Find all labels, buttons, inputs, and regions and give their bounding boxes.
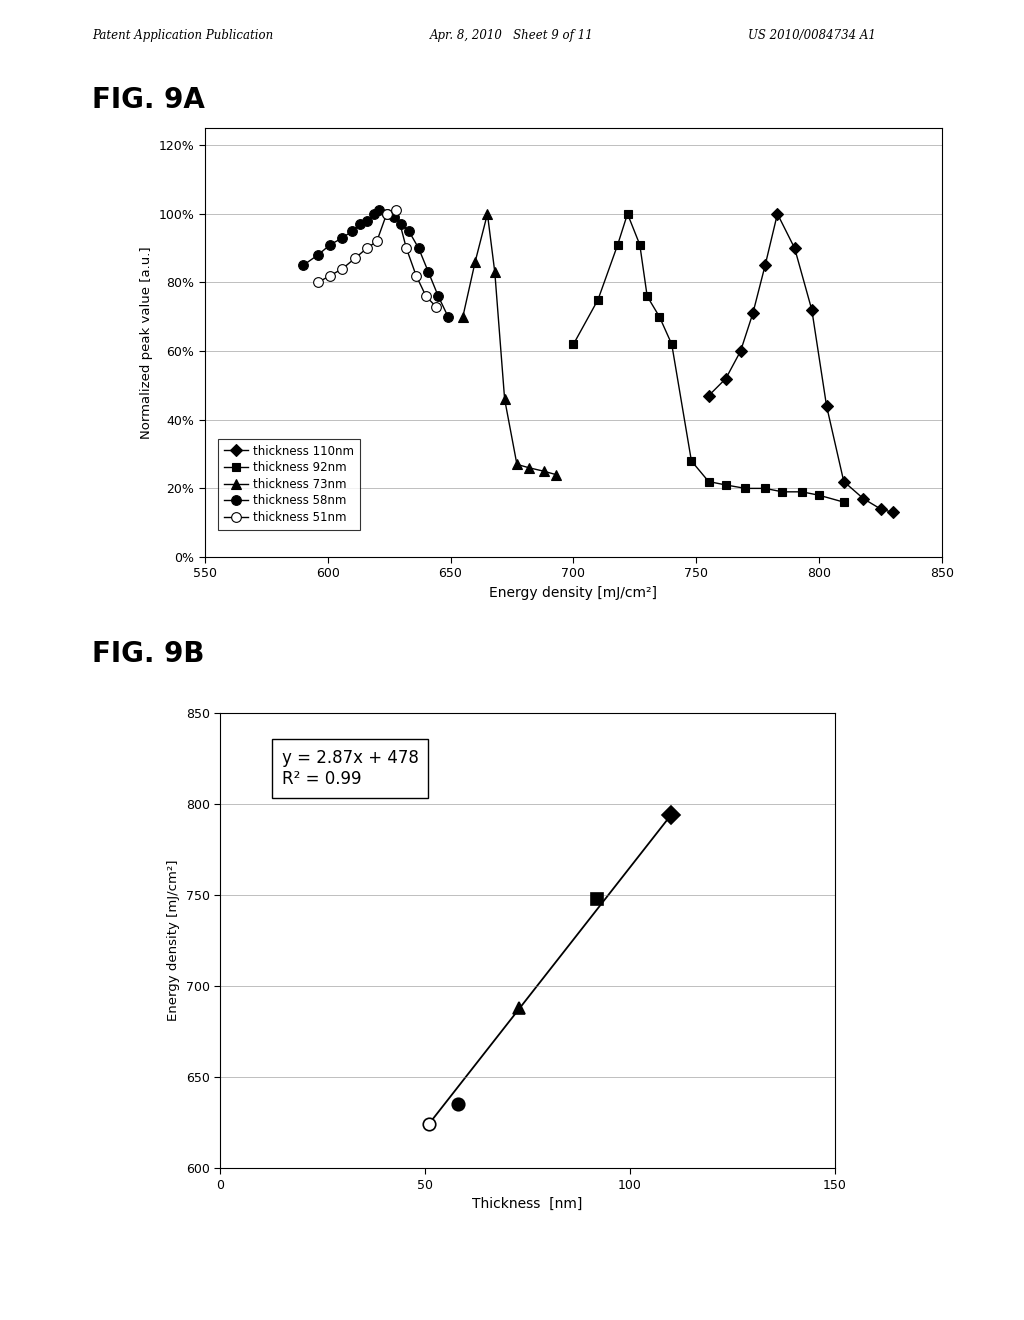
thickness 58nm	[353, 216, 366, 232]
thickness 92nm	[666, 337, 678, 352]
thickness 58nm	[442, 309, 455, 325]
thickness 92nm	[720, 477, 732, 492]
thickness 51nm	[430, 298, 442, 314]
thickness 73nm	[481, 206, 494, 222]
thickness 92nm	[567, 337, 580, 352]
thickness 58nm	[360, 213, 373, 228]
thickness 110nm	[734, 343, 746, 359]
thickness 92nm	[611, 236, 624, 252]
thickness 92nm	[592, 292, 604, 308]
thickness 51nm	[410, 268, 422, 284]
thickness 110nm	[788, 240, 801, 256]
thickness 58nm	[311, 247, 324, 263]
thickness 51nm	[371, 234, 383, 249]
thickness 92nm	[634, 236, 646, 252]
thickness 110nm	[771, 206, 783, 222]
thickness 110nm	[702, 388, 715, 404]
Line: thickness 58nm: thickness 58nm	[298, 206, 453, 322]
Text: FIG. 9A: FIG. 9A	[92, 86, 205, 114]
thickness 58nm	[432, 288, 444, 304]
Line: thickness 110nm: thickness 110nm	[705, 210, 897, 516]
thickness 51nm	[360, 240, 373, 256]
thickness 51nm	[324, 268, 336, 284]
thickness 110nm	[746, 305, 759, 321]
thickness 110nm	[759, 257, 771, 273]
thickness 51nm	[311, 275, 324, 290]
Text: Patent Application Publication: Patent Application Publication	[92, 29, 273, 42]
X-axis label: Thickness  [nm]: Thickness [nm]	[472, 1197, 583, 1212]
Legend: thickness 110nm, thickness 92nm, thickness 73nm, thickness 58nm, thickness 51nm: thickness 110nm, thickness 92nm, thickne…	[218, 438, 360, 529]
thickness 110nm	[874, 502, 887, 517]
thickness 51nm	[348, 251, 360, 267]
thickness 58nm	[395, 216, 408, 232]
Line: thickness 73nm: thickness 73nm	[458, 209, 561, 479]
Y-axis label: Normalized peak value [a.u.]: Normalized peak value [a.u.]	[140, 247, 153, 438]
thickness 51nm	[400, 240, 413, 256]
thickness 58nm	[413, 240, 425, 256]
thickness 73nm	[488, 264, 501, 280]
thickness 73nm	[511, 457, 523, 473]
thickness 92nm	[813, 487, 825, 503]
thickness 92nm	[622, 206, 634, 222]
thickness 51nm	[420, 288, 432, 304]
thickness 110nm	[820, 399, 833, 414]
X-axis label: Energy density [mJ/cm²]: Energy density [mJ/cm²]	[489, 586, 657, 601]
thickness 58nm	[369, 206, 381, 222]
thickness 110nm	[838, 474, 850, 490]
thickness 92nm	[838, 494, 850, 510]
thickness 92nm	[796, 484, 808, 500]
thickness 51nm	[336, 261, 348, 277]
thickness 92nm	[776, 484, 788, 500]
thickness 73nm	[457, 309, 469, 325]
thickness 73nm	[469, 253, 481, 269]
thickness 51nm	[381, 206, 393, 222]
thickness 58nm	[388, 210, 400, 226]
thickness 58nm	[324, 236, 336, 252]
thickness 110nm	[720, 371, 732, 387]
thickness 92nm	[759, 480, 771, 496]
thickness 110nm	[857, 491, 869, 507]
Text: US 2010/0084734 A1: US 2010/0084734 A1	[748, 29, 876, 42]
thickness 58nm	[297, 257, 309, 273]
thickness 92nm	[653, 309, 666, 325]
thickness 92nm	[702, 474, 715, 490]
Text: FIG. 9B: FIG. 9B	[92, 640, 205, 668]
thickness 58nm	[373, 202, 385, 218]
thickness 58nm	[346, 223, 358, 239]
thickness 51nm	[390, 202, 402, 218]
thickness 92nm	[685, 453, 697, 469]
thickness 110nm	[806, 302, 818, 318]
Line: thickness 51nm: thickness 51nm	[313, 206, 440, 312]
thickness 92nm	[641, 288, 653, 304]
thickness 110nm	[887, 504, 899, 520]
thickness 58nm	[381, 206, 393, 222]
thickness 58nm	[336, 230, 348, 246]
thickness 73nm	[538, 463, 550, 479]
Text: Apr. 8, 2010   Sheet 9 of 11: Apr. 8, 2010 Sheet 9 of 11	[430, 29, 594, 42]
thickness 58nm	[402, 223, 415, 239]
thickness 73nm	[550, 467, 562, 483]
Line: thickness 92nm: thickness 92nm	[569, 210, 848, 507]
Y-axis label: Energy density [mJ/cm²]: Energy density [mJ/cm²]	[167, 859, 180, 1022]
thickness 73nm	[499, 391, 511, 407]
thickness 92nm	[739, 480, 752, 496]
Text: y = 2.87x + 478
R² = 0.99: y = 2.87x + 478 R² = 0.99	[282, 750, 419, 788]
thickness 73nm	[523, 459, 536, 475]
thickness 58nm	[422, 264, 434, 280]
